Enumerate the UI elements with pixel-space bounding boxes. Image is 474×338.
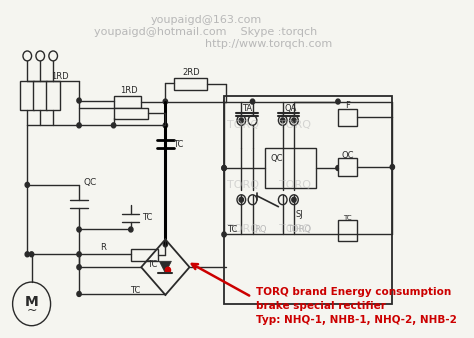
Circle shape [77, 123, 81, 128]
Circle shape [250, 99, 255, 104]
Text: 1RD: 1RD [120, 86, 138, 95]
Text: QC: QC [341, 151, 354, 160]
Text: TORQ brand Energy consumption: TORQ brand Energy consumption [256, 287, 451, 297]
Text: TORQ: TORQ [227, 180, 259, 190]
Circle shape [165, 267, 171, 273]
Circle shape [239, 118, 244, 123]
Text: TC: TC [228, 225, 238, 234]
Text: http://www.torqch.com: http://www.torqch.com [205, 39, 333, 49]
Text: Typ: NHQ-1, NHB-1, NHQ-2, NHB-2: Typ: NHQ-1, NHB-1, NHQ-2, NHB-2 [256, 315, 457, 325]
Circle shape [390, 165, 394, 169]
Text: TORQ: TORQ [279, 224, 311, 235]
Circle shape [222, 232, 226, 237]
Circle shape [25, 183, 29, 187]
Bar [114, 96, 141, 107]
Circle shape [163, 242, 167, 247]
Circle shape [281, 118, 285, 123]
Circle shape [222, 166, 226, 170]
Text: TC: TC [130, 287, 140, 295]
Bar [33, 81, 47, 111]
Bar [131, 249, 158, 261]
Bar [114, 107, 148, 119]
Text: M: M [25, 295, 38, 309]
Text: TC: TC [173, 140, 183, 149]
Bar [264, 148, 316, 188]
Bar [338, 108, 357, 126]
Bar [20, 81, 34, 111]
Circle shape [29, 252, 34, 257]
Text: TORQ: TORQ [227, 224, 259, 235]
Circle shape [77, 265, 81, 270]
Circle shape [77, 98, 81, 103]
Text: R: R [100, 243, 106, 252]
Text: TORQ: TORQ [287, 225, 311, 234]
Circle shape [77, 252, 81, 257]
Text: 1RD: 1RD [51, 72, 69, 81]
Bar [174, 78, 207, 90]
Text: TORQ: TORQ [279, 120, 311, 130]
Text: QC: QC [83, 178, 97, 187]
Circle shape [292, 118, 296, 123]
Circle shape [222, 166, 226, 170]
Circle shape [128, 227, 133, 232]
Text: TORQ: TORQ [279, 180, 311, 190]
Circle shape [239, 197, 244, 202]
Circle shape [336, 99, 340, 104]
Text: TORQ: TORQ [227, 120, 259, 130]
Text: TC: TC [142, 213, 153, 222]
Circle shape [163, 99, 167, 104]
Circle shape [292, 197, 296, 202]
Circle shape [224, 99, 228, 104]
Text: SJ: SJ [295, 210, 303, 219]
Text: brake special rectifier: brake special rectifier [256, 301, 386, 311]
Bar [224, 96, 392, 304]
Text: QC: QC [271, 153, 283, 163]
Text: TC: TC [147, 260, 158, 269]
Text: ~: ~ [27, 304, 37, 317]
Circle shape [77, 227, 81, 232]
Text: F: F [345, 101, 350, 110]
Text: RQ: RQ [254, 225, 266, 234]
Circle shape [77, 291, 81, 296]
Circle shape [163, 123, 167, 128]
Circle shape [25, 252, 29, 257]
Bar [338, 220, 357, 241]
Polygon shape [159, 261, 172, 273]
Circle shape [336, 166, 340, 170]
Bar [338, 158, 357, 176]
Text: QA: QA [284, 104, 297, 113]
Circle shape [111, 123, 116, 128]
Text: TC: TC [343, 215, 352, 221]
Text: youpaigd@hotmail.com    Skype :torqch: youpaigd@hotmail.com Skype :torqch [94, 27, 318, 37]
Text: 2RD: 2RD [182, 68, 200, 77]
Bar [46, 81, 60, 111]
Text: TA: TA [242, 104, 253, 113]
Text: youpaigd@163.com: youpaigd@163.com [150, 15, 262, 25]
